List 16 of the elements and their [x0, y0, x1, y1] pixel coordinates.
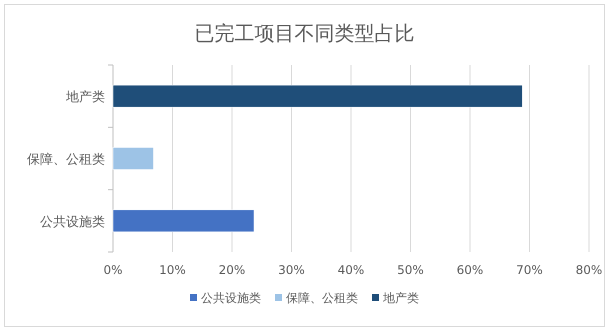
x-tick-label: 0% — [103, 263, 123, 277]
x-tick-label: 70% — [516, 263, 543, 277]
legend-label: 公共设施类 — [201, 291, 261, 305]
legend-label: 地产类 — [382, 291, 419, 305]
x-tick-label: 80% — [576, 263, 602, 277]
x-tick-label: 30% — [278, 263, 305, 277]
legend-label: 保障、公租类 — [286, 291, 358, 305]
x-tick-label: 60% — [456, 263, 484, 277]
x-tick-label: 50% — [397, 263, 424, 277]
y-tick-label: 地产类 — [65, 90, 105, 106]
y-tick-label: 公共设施类 — [40, 214, 105, 230]
chart-title: 已完工项目不同类型占比 — [194, 21, 414, 45]
x-tick-label: 20% — [218, 263, 246, 277]
y-tick-label: 保障、公租类 — [27, 152, 105, 168]
x-tick-label: 10% — [159, 263, 186, 277]
x-tick-label: 40% — [338, 263, 364, 277]
